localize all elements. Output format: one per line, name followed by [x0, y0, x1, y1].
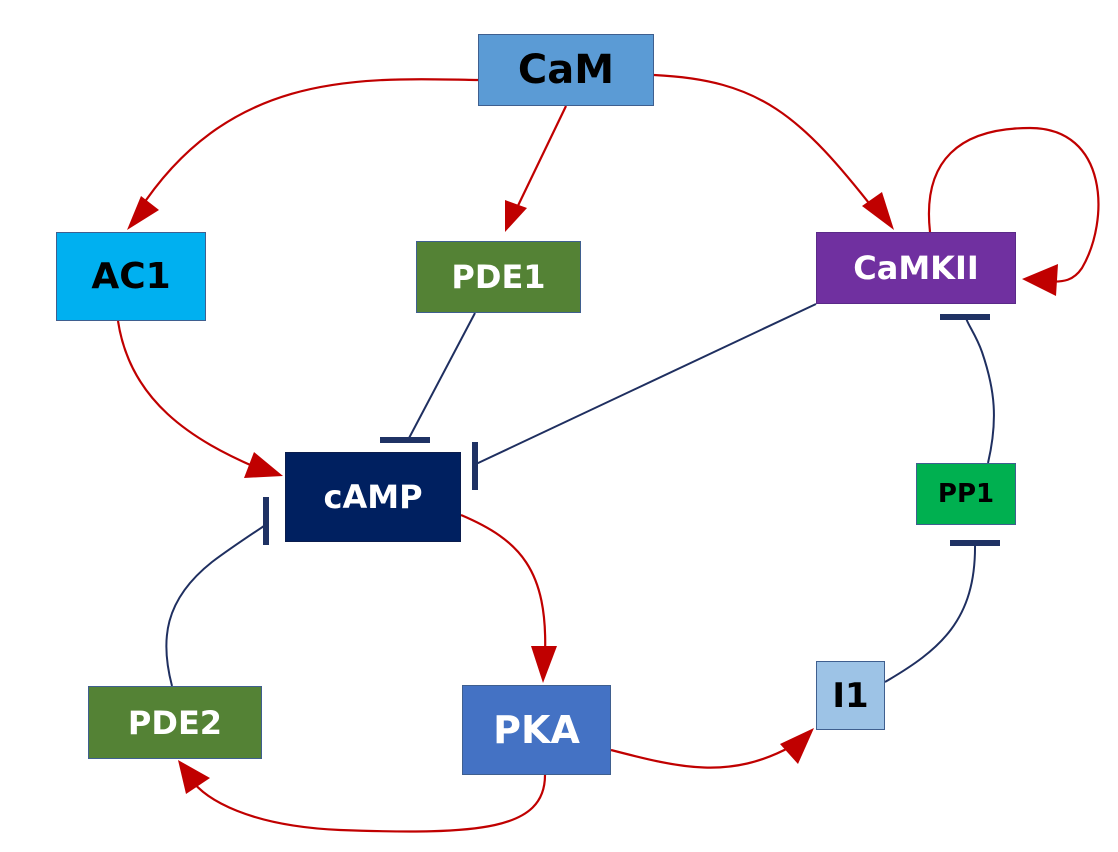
node-pp1-label: PP1 [937, 479, 995, 509]
node-pde2-label: PDE2 [127, 703, 223, 742]
node-i1: I1 [816, 661, 885, 730]
node-ac1: AC1 [56, 232, 206, 321]
node-camp: cAMP [285, 452, 461, 542]
node-pde2: PDE2 [88, 686, 262, 759]
node-camp-label: cAMP [323, 478, 423, 516]
arrowhead-ac1 [127, 196, 159, 230]
edge-pka-to-i1 [610, 745, 793, 769]
node-cam-label: CaM [517, 47, 615, 93]
node-cam: CaM [478, 34, 654, 106]
edge-cam-to-camkii [653, 73, 877, 213]
edge-camkii-self [927, 126, 1100, 283]
arrowhead-pka [531, 646, 557, 683]
node-pde1: PDE1 [416, 241, 581, 313]
edge-cam-to-pde1 [513, 105, 567, 215]
node-camkii-label: CaMKII [853, 249, 979, 287]
arrowhead-pde1 [505, 200, 527, 232]
edge-camp-to-pka [460, 513, 547, 656]
edge-pp1-to-camkii [965, 317, 995, 464]
node-pde1-label: PDE1 [451, 258, 546, 296]
arrowhead-i1 [780, 728, 814, 764]
arrowhead-camkii-self [1022, 264, 1058, 296]
edge-camkii-to-camp [475, 303, 817, 465]
node-pka-label: PKA [493, 708, 580, 752]
node-i1-label: I1 [832, 675, 869, 716]
edge-pde2-to-camp [165, 523, 268, 687]
arrowhead-pde2 [178, 760, 210, 794]
edge-ac1-to-camp [116, 320, 263, 472]
edge-cam-to-ac1 [137, 78, 479, 213]
node-pka: PKA [462, 685, 611, 775]
edge-pde1-to-camp [407, 312, 476, 441]
node-pp1: PP1 [916, 463, 1016, 525]
edge-pka-to-pde2 [189, 774, 547, 833]
arrowhead-camp [244, 452, 283, 478]
edge-i1-to-pp1 [884, 543, 977, 683]
arrowhead-camkii [862, 192, 894, 230]
node-ac1-label: AC1 [91, 256, 171, 297]
node-camkii: CaMKII [816, 232, 1016, 304]
